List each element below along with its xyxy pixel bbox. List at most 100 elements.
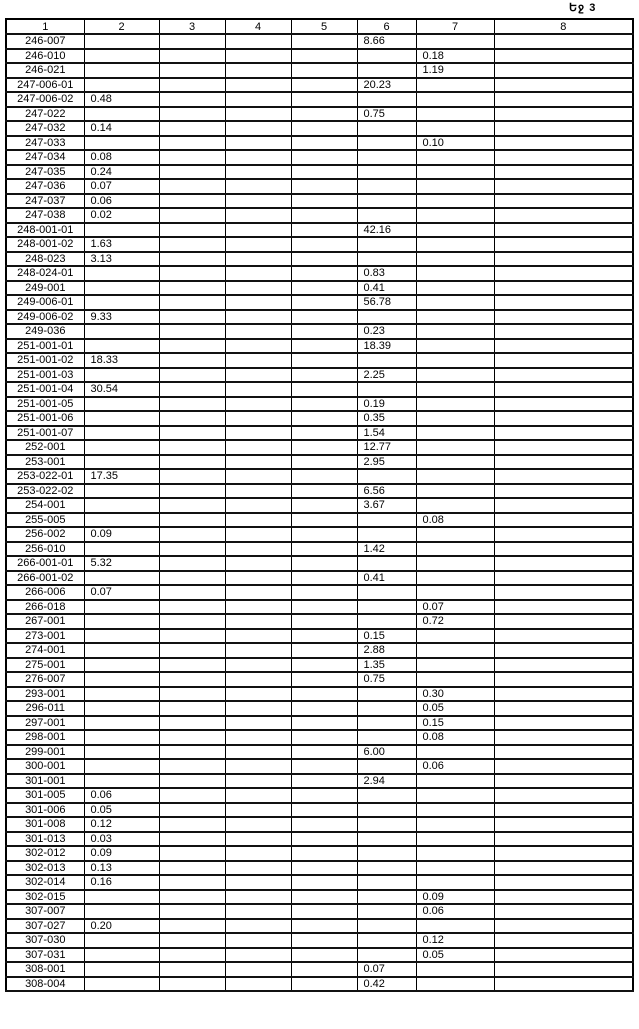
row-code: 252-001 bbox=[5, 439, 85, 456]
cell-value bbox=[290, 410, 358, 427]
cell-value bbox=[290, 816, 358, 833]
cell-value bbox=[224, 555, 292, 572]
cell-value bbox=[224, 149, 292, 166]
cell-value: 6.00 bbox=[356, 744, 417, 760]
cell-value bbox=[224, 309, 292, 325]
cell-value bbox=[224, 773, 292, 789]
cell-value: 3.13 bbox=[83, 251, 160, 267]
cell-value bbox=[83, 758, 160, 775]
cell-value: 0.07 bbox=[415, 599, 495, 615]
cell-value: 9.33 bbox=[83, 309, 160, 325]
table-row: 251-001-01 18.39 bbox=[5, 338, 634, 354]
row-code: 266-001-02 bbox=[5, 570, 85, 586]
row-code: 251-001-05 bbox=[5, 396, 85, 412]
cell-value: 0.48 bbox=[83, 91, 160, 108]
cell-value bbox=[356, 236, 417, 253]
cell-value bbox=[493, 193, 634, 209]
cell-value bbox=[158, 251, 226, 267]
cell-value bbox=[415, 773, 495, 789]
cell-value: 1.42 bbox=[356, 541, 417, 557]
row-code: 307-031 bbox=[5, 947, 85, 963]
table-row: 307-007 0.06 bbox=[5, 903, 634, 920]
cell-value bbox=[290, 294, 358, 311]
cell-value bbox=[493, 106, 634, 122]
row-code: 249-036 bbox=[5, 323, 85, 340]
cell-value bbox=[493, 715, 634, 731]
cell-value: 0.15 bbox=[415, 715, 495, 731]
table-row: 274-001 2.88 bbox=[5, 642, 634, 659]
cell-value bbox=[415, 425, 495, 441]
cell-value: 0.06 bbox=[83, 193, 160, 209]
row-code: 254-001 bbox=[5, 497, 85, 514]
cell-value bbox=[493, 265, 634, 282]
cell-value bbox=[224, 135, 292, 151]
cell-value bbox=[83, 33, 160, 50]
cell-value bbox=[224, 541, 292, 557]
table-row: 308-001 0.07 bbox=[5, 961, 634, 978]
cell-value bbox=[415, 526, 495, 543]
table-row: 302-012 0.09 bbox=[5, 845, 634, 862]
cell-value bbox=[224, 62, 292, 79]
cell-value bbox=[493, 497, 634, 514]
cell-value bbox=[290, 207, 358, 224]
cell-value bbox=[290, 323, 358, 340]
table-row: 276-007 0.75 bbox=[5, 671, 634, 688]
cell-value bbox=[290, 48, 358, 64]
cell-value bbox=[415, 265, 495, 282]
cell-value bbox=[415, 222, 495, 238]
row-code: 256-002 bbox=[5, 526, 85, 543]
cell-value bbox=[158, 454, 226, 470]
cell-value bbox=[290, 106, 358, 122]
table-row: 248-024-01 0.83 bbox=[5, 265, 634, 282]
table-row: 252-001 12.77 bbox=[5, 439, 634, 456]
table-row: 266-018 0.07 bbox=[5, 599, 634, 615]
cell-value: 1.19 bbox=[415, 62, 495, 79]
cell-value: 8.66 bbox=[356, 33, 417, 50]
cell-value bbox=[83, 700, 160, 717]
cell-value bbox=[356, 468, 417, 485]
cell-value bbox=[158, 918, 226, 934]
table-row: 267-001 0.72 bbox=[5, 613, 634, 630]
cell-value: 0.75 bbox=[356, 106, 417, 122]
cell-value bbox=[356, 947, 417, 963]
cell-value bbox=[290, 570, 358, 586]
cell-value bbox=[493, 541, 634, 557]
cell-value bbox=[224, 657, 292, 673]
cell-value bbox=[158, 729, 226, 746]
table-row: 302-014 0.16 bbox=[5, 874, 634, 891]
cell-value bbox=[290, 367, 358, 383]
cell-value bbox=[356, 149, 417, 166]
row-code: 253-001 bbox=[5, 454, 85, 470]
table-row: 247-032 0.14 bbox=[5, 120, 634, 137]
cell-value bbox=[290, 91, 358, 108]
cell-value: 0.14 bbox=[83, 120, 160, 137]
row-code: 273-001 bbox=[5, 628, 85, 644]
table-row: 248-001-02 1.63 bbox=[5, 236, 634, 253]
cell-value bbox=[493, 700, 634, 717]
cell-value bbox=[224, 715, 292, 731]
cell-value bbox=[290, 468, 358, 485]
cell-value bbox=[493, 613, 634, 630]
cell-value bbox=[83, 976, 160, 992]
cell-value bbox=[224, 410, 292, 427]
cell-value bbox=[290, 903, 358, 920]
cell-value bbox=[158, 642, 226, 659]
cell-value bbox=[158, 135, 226, 151]
cell-value bbox=[158, 207, 226, 224]
cell-value bbox=[83, 294, 160, 311]
cell-value bbox=[415, 831, 495, 847]
row-code: 251-001-03 bbox=[5, 367, 85, 383]
table-row: 251-001-05 0.19 bbox=[5, 396, 634, 412]
row-code: 249-006-01 bbox=[5, 294, 85, 311]
cell-value: 0.83 bbox=[356, 265, 417, 282]
row-code: 296-011 bbox=[5, 700, 85, 717]
cell-value bbox=[83, 497, 160, 514]
cell-value bbox=[356, 874, 417, 891]
cell-value bbox=[158, 265, 226, 282]
cell-value bbox=[158, 584, 226, 601]
cell-value bbox=[224, 628, 292, 644]
cell-value bbox=[290, 309, 358, 325]
cell-value bbox=[493, 758, 634, 775]
table-row: 308-004 0.42 bbox=[5, 976, 634, 992]
